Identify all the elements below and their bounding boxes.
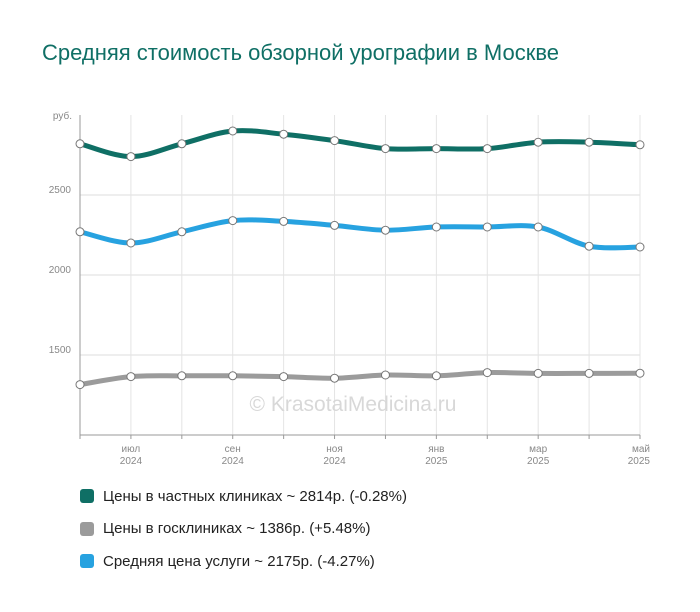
x-tick-year: 2025: [425, 456, 448, 467]
series-line: [77, 217, 643, 251]
legend-swatch-public: [80, 521, 94, 536]
data-point: [75, 139, 85, 149]
series-line: [77, 370, 643, 388]
data-point: [584, 137, 594, 147]
chart-title: Средняя стоимость обзорной урографии в М…: [42, 40, 560, 65]
data-point: [279, 129, 289, 139]
data-point: [533, 222, 543, 232]
data-point: [177, 139, 187, 149]
x-tick-month: ноя: [326, 444, 343, 455]
chart-canvas: © KrasotaiMedicina.ru 150020002500руб.ию…: [49, 110, 651, 467]
data-point: [584, 241, 594, 251]
data-point: [228, 216, 238, 226]
legend-item-average[interactable]: Средняя цена услуги ~ 2175р. (-4.27%): [80, 551, 407, 571]
x-tick-month: мар: [529, 444, 547, 455]
data-point: [126, 372, 136, 382]
data-point: [330, 373, 340, 383]
data-point: [482, 222, 492, 232]
data-point: [431, 371, 441, 381]
legend-label-private: Цены в частных клиниках ~ 2814р. (-0.28%…: [103, 487, 407, 505]
data-point: [228, 126, 238, 136]
legend-item-public[interactable]: Цены в госклиниках ~ 1386р. (+5.48%): [80, 519, 407, 539]
x-tick-year: 2024: [323, 456, 346, 467]
legend-item-private[interactable]: Цены в частных клиниках ~ 2814р. (-0.28%…: [80, 486, 407, 506]
data-point: [279, 216, 289, 226]
x-tick-year: 2024: [222, 456, 245, 467]
data-point: [482, 368, 492, 378]
x-tick-month: июл: [122, 444, 141, 455]
series-line: [77, 128, 643, 160]
data-point: [635, 140, 645, 150]
legend-label-average: Средняя цена услуги ~ 2175р. (-4.27%): [103, 552, 375, 570]
data-point: [533, 368, 543, 378]
x-tick-month: май: [632, 444, 650, 455]
x-tick-year: 2024: [120, 456, 143, 467]
series-layer: [75, 126, 645, 390]
x-tick-year: 2025: [527, 456, 550, 467]
data-point: [279, 372, 289, 382]
x-tick-month: янв: [428, 444, 444, 455]
data-point: [482, 144, 492, 154]
data-point: [380, 370, 390, 380]
data-point: [431, 222, 441, 232]
x-tick-month: сен: [225, 444, 241, 455]
axes: [79, 115, 641, 439]
data-point: [584, 368, 594, 378]
data-point: [533, 137, 543, 147]
data-point: [330, 136, 340, 146]
y-unit-label: руб.: [53, 110, 72, 122]
data-point: [75, 227, 85, 237]
data-point: [431, 144, 441, 154]
data-point: [635, 242, 645, 252]
data-point: [126, 152, 136, 162]
data-point: [177, 371, 187, 381]
data-point: [635, 368, 645, 378]
y-tick-label: 2500: [49, 185, 72, 196]
data-point: [228, 371, 238, 381]
x-tick-year: 2025: [628, 456, 651, 467]
legend-label-public: Цены в госклиниках ~ 1386р. (+5.48%): [103, 520, 371, 537]
data-point: [380, 225, 390, 235]
data-point: [75, 380, 85, 390]
legend-swatch-private: [80, 489, 94, 503]
data-point: [126, 238, 136, 248]
tick-labels: 150020002500руб.июл2024сен2024ноя2024янв…: [49, 110, 651, 467]
data-point: [177, 227, 187, 237]
data-point: [380, 144, 390, 154]
data-point: [330, 220, 340, 230]
legend-swatch-average: [80, 554, 94, 568]
legend: Цены в частных клиниках ~ 2814р. (-0.28%…: [80, 486, 407, 584]
watermark: © KrasotaiMedicina.ru: [250, 393, 457, 416]
y-tick-label: 2000: [49, 265, 72, 276]
y-tick-label: 1500: [49, 345, 72, 356]
grid: [79, 115, 641, 435]
